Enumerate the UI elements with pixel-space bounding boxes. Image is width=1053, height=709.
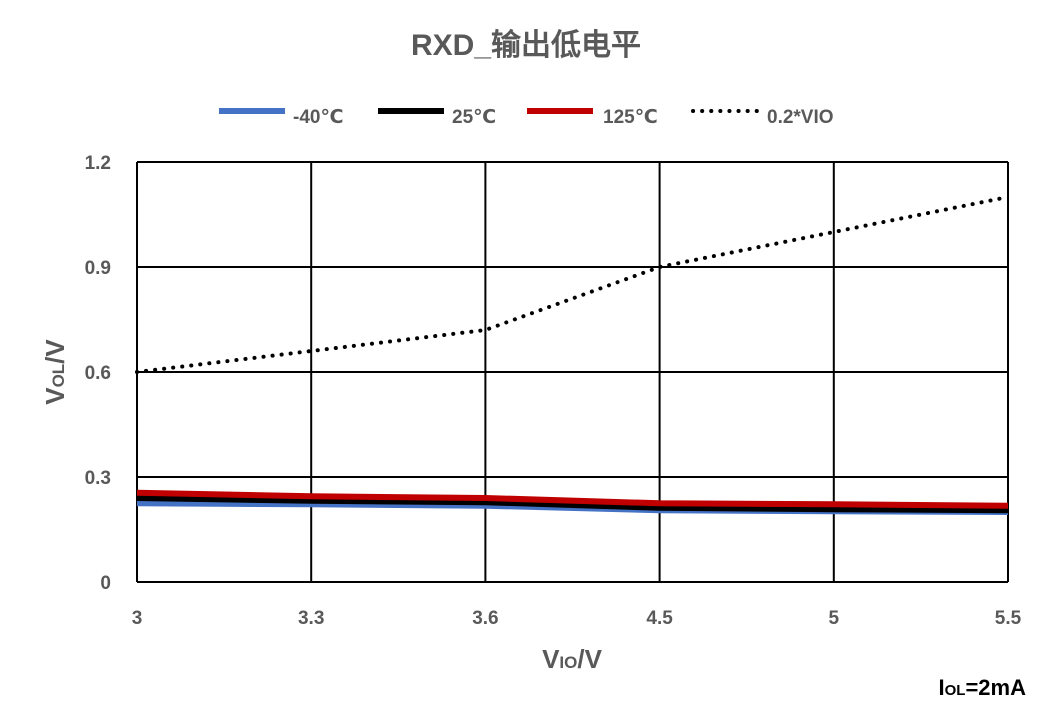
series-line-3: [135, 195, 1010, 374]
y-tick-label: 1.2: [85, 153, 111, 174]
y-tick-label: 0.9: [85, 258, 111, 279]
y-axis-title-tail: /V: [40, 339, 70, 364]
legend: -40℃ 25℃ 125℃ 0.2*VIO: [219, 107, 834, 128]
x-axis-title-sub: IO: [559, 653, 577, 672]
x-tick-label: 5.5: [995, 608, 1022, 629]
legend-label-3: 0.2*VIO: [767, 107, 834, 128]
series-line-2: [136, 489, 1009, 509]
y-tick-label: 0.3: [85, 468, 111, 489]
y-axis-title: VOL/V: [40, 339, 70, 405]
x-tick-label: 3: [132, 608, 143, 629]
y-tick-label: 0.6: [85, 363, 111, 384]
legend-label-1: 25℃: [452, 107, 496, 128]
x-axis-title-tail: /V: [577, 644, 602, 674]
plot-area: 0 0.3 0.6 0.9 1.2 3 3.3 3.6 4.5 5 5.5: [85, 153, 1022, 629]
note-main: I: [938, 675, 944, 700]
x-tick-label: 3.6: [472, 608, 498, 629]
x-tick-label: 3.3: [298, 608, 324, 629]
y-axis-title-sub: OL: [49, 364, 68, 388]
x-axis-title: VIO/V: [542, 644, 603, 674]
y-tick-label: 0: [100, 573, 111, 594]
x-axis-title-main: V: [542, 644, 560, 674]
note-tail: =2mA: [965, 675, 1026, 700]
y-axis-title-main: V: [40, 387, 70, 405]
x-tick-label: 5: [829, 608, 840, 629]
note-sub: OL: [945, 682, 966, 699]
chart-title: RXD_输出低电平: [411, 29, 641, 62]
legend-label-2: 125℃: [603, 107, 658, 128]
test-condition-note: IOL=2mA: [938, 675, 1026, 700]
series-line-1: [136, 495, 1009, 514]
x-tick-label: 4.5: [646, 608, 673, 629]
legend-label-0: -40℃: [293, 107, 343, 128]
